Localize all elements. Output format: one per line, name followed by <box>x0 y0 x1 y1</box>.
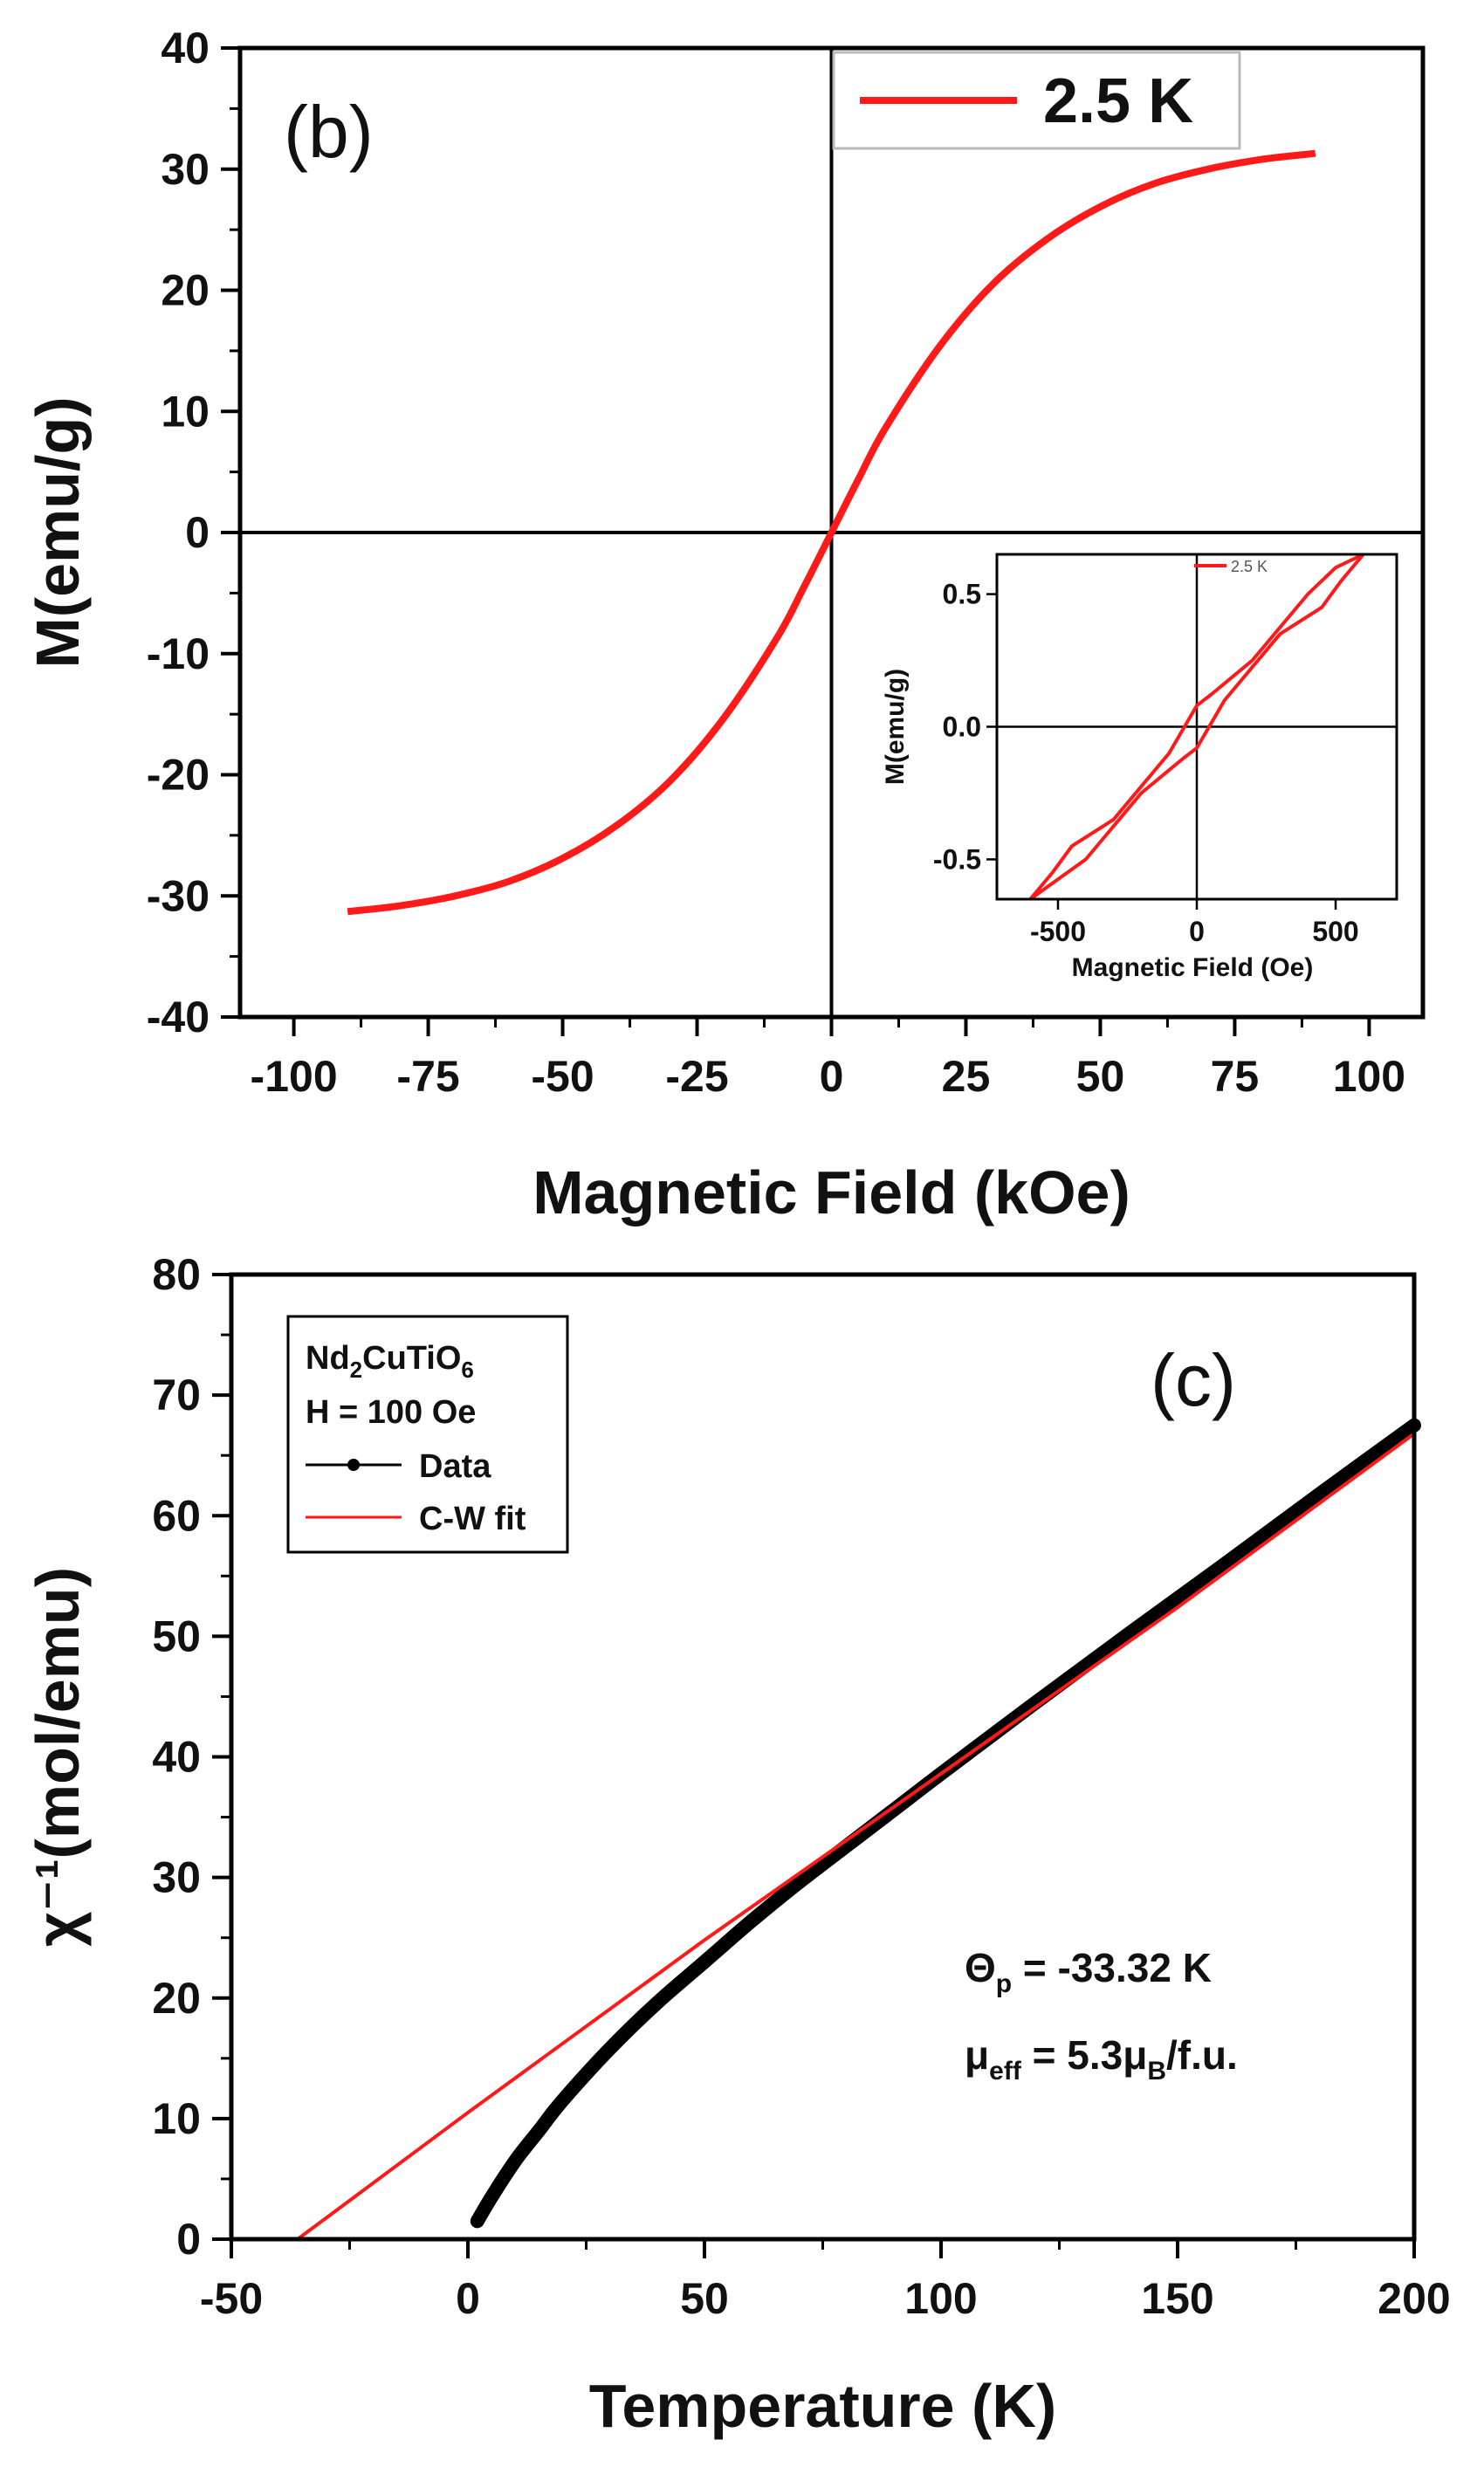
inset-y-tick-label: 0.5 <box>943 579 981 610</box>
b-y-axis-title: M(emu/g) <box>24 396 92 668</box>
b-legend-box <box>832 51 1241 150</box>
c-y-tick-label: 60 <box>152 1491 201 1540</box>
panel-b: -100 -75 -50 -25 0 25 50 75 100-40-30-20-1001020… <box>24 24 1426 1227</box>
c-x-tick-label: 50 <box>680 2274 729 2323</box>
c-x-tick-label: 0 <box>456 2274 480 2323</box>
b-y-tick-label: 20 <box>161 266 210 315</box>
c-ticks <box>212 1273 1416 2258</box>
c-data-point <box>746 1915 758 1927</box>
c-data-point <box>1314 1488 1325 1500</box>
b-panel-label: (b) <box>284 91 374 173</box>
b-y-tick-label: -10 <box>147 629 210 678</box>
inset-series-2.5-K-upper-branch <box>1028 553 1364 901</box>
c-data-point <box>486 2191 498 2203</box>
c-y-tick-label: 50 <box>152 1612 201 1660</box>
inset-ticks <box>986 593 1337 910</box>
c-x-axis-title: Temperature (K) <box>589 2372 1056 2440</box>
b-x-axis-title: Magnetic Field (kOe) <box>532 1158 1130 1227</box>
b-ticks <box>221 46 1371 1036</box>
inset-x-tick-label: 500 <box>1312 916 1358 947</box>
inset-x-tick-label: 0 <box>1189 916 1205 947</box>
inset-y-tick-label: 0.0 <box>943 711 981 743</box>
inset-x-axis-title: Magnetic Field (Oe) <box>1072 953 1314 982</box>
c-x-tick-label: 200 <box>1378 2274 1450 2323</box>
c-legend: Nd2CuTiO6 H = 100 Oe Data C-W fit <box>286 1315 569 1554</box>
c-data-point <box>651 1997 663 2009</box>
b-x-tick-label: 50 <box>1076 1052 1125 1101</box>
c-legend-label-fit: C-W fit <box>419 1501 526 1537</box>
c-legend-compound: Nd2CuTiO6 <box>306 1340 474 1383</box>
c-series <box>296 1418 1421 2241</box>
inset-y-axis-title: M(emu/g) <box>881 669 910 785</box>
c-y-tick-label: 40 <box>152 1733 201 1782</box>
inset-legend-label: 2.5 K <box>1231 558 1268 575</box>
c-data-point <box>471 2216 483 2227</box>
c-annotation-theta: Θp = -33.32 K <box>965 1945 1212 1998</box>
c-panel-label: (c) <box>1151 1339 1236 1421</box>
c-x-tick-label: -50 <box>200 2274 263 2323</box>
b-x-tick-label: -100 <box>251 1052 338 1101</box>
inset-zero-lines <box>997 554 1397 899</box>
b-inset: -500 0 500 -0.5 0.0 0.5 Magnetic Field (Oe) M… <box>881 553 1398 982</box>
b-x-tick-label: -50 <box>531 1052 594 1101</box>
b-x-tick-label: 25 <box>942 1052 991 1101</box>
c-y-axis-title: χ⁻¹(mol/emu) <box>24 1567 92 1947</box>
b-y-tick-label: 30 <box>161 145 210 194</box>
c-series-Data <box>470 1418 1421 2229</box>
c-legend-box <box>286 1315 569 1554</box>
b-legend-label-2.5K: 2.5 K <box>1043 66 1193 136</box>
c-legend-field: H = 100 Oe <box>306 1394 476 1431</box>
b-y-tick-label: 10 <box>161 387 210 436</box>
b-legend: 2.5 K <box>832 51 1241 150</box>
c-y-tick-label: 20 <box>152 1974 201 2023</box>
c-legend-label-data: Data <box>419 1448 491 1485</box>
c-tick-labels: -50 0 50 100 150 200 0 10 20 30 40 50 60 70 80 <box>152 1250 1450 2323</box>
b-y-tick-label: 40 <box>161 24 210 72</box>
c-y-tick-label: 70 <box>152 1371 201 1419</box>
c-y-tick-label: 30 <box>152 1853 201 1902</box>
b-y-tick-label: -20 <box>147 751 210 800</box>
b-tick-labels: -100 -75 -50 -25 0 25 50 75 100-40-30-20-1001020… <box>147 24 1405 1101</box>
inset-series-2.5-K-lower-branch <box>1029 553 1365 901</box>
c-data-point <box>699 1956 710 1968</box>
c-data-point <box>794 1877 805 1888</box>
b-x-tick-label: -25 <box>665 1052 728 1101</box>
c-annotation-mu: μeff = 5.3μB/f.u. <box>965 2032 1238 2086</box>
b-series-2.5-K <box>347 149 1316 916</box>
b-y-tick-label: 0 <box>185 508 210 557</box>
b-x-tick-label: 75 <box>1211 1052 1260 1101</box>
c-data-point <box>510 2155 521 2167</box>
c-legend-marker-data <box>347 1459 360 1471</box>
c-data-point <box>604 2043 615 2054</box>
b-x-tick-label: 0 <box>820 1052 844 1101</box>
c-series-C-W-fit <box>296 1432 1416 2241</box>
inset-series <box>1028 553 1365 901</box>
b-y-tick-label: -30 <box>147 871 210 920</box>
c-y-tick-label: 80 <box>152 1250 201 1299</box>
panel-c: -50 0 50 100 150 200 0 10 20 30 40 50 60 70 80 (c) Tem… <box>24 1250 1451 2440</box>
c-x-tick-label: 100 <box>904 2274 977 2323</box>
c-data-point <box>1124 1627 1136 1639</box>
c-data-point <box>1219 1558 1231 1570</box>
b-y-tick-label: -40 <box>147 993 210 1041</box>
inset-x-tick-label: -500 <box>1030 916 1086 947</box>
c-data-point <box>557 2095 568 2106</box>
inset-tick-labels: -500 0 500 -0.5 0.0 0.5 <box>933 579 1359 947</box>
b-x-tick-label: -75 <box>396 1052 459 1101</box>
b-x-tick-label: 100 <box>1333 1052 1405 1101</box>
inset-y-tick-label: -0.5 <box>933 843 981 875</box>
c-y-tick-label: 0 <box>176 2215 201 2264</box>
b-series <box>347 149 1316 916</box>
c-y-tick-label: 10 <box>152 2094 201 2143</box>
c-data-point <box>533 2125 545 2136</box>
c-x-tick-label: 150 <box>1141 2274 1213 2323</box>
